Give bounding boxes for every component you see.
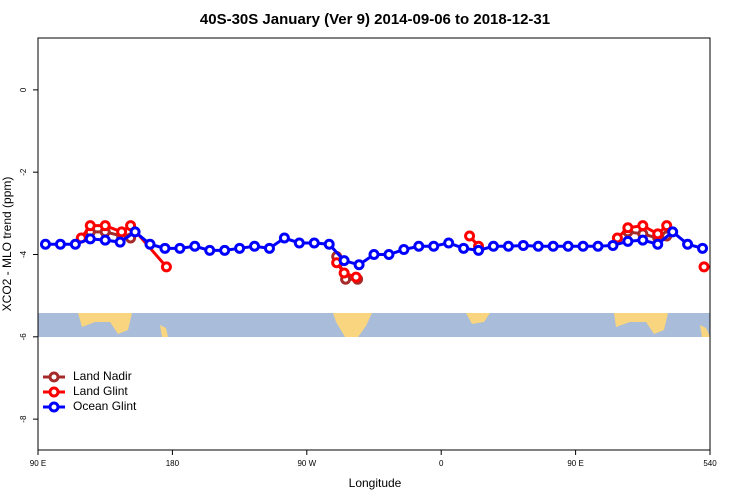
point <box>308 237 320 249</box>
x-tick-label: 180 <box>166 459 180 468</box>
x-tick-label: 90 W <box>297 459 316 468</box>
point <box>129 226 141 238</box>
point <box>99 220 111 232</box>
legend-swatch-point <box>48 386 60 398</box>
point <box>234 242 246 254</box>
x-tick-label: 0 <box>439 459 444 468</box>
point <box>114 236 126 248</box>
point <box>189 240 201 252</box>
point <box>697 242 709 254</box>
point <box>652 238 664 250</box>
point <box>622 222 634 234</box>
map-strip <box>38 313 710 337</box>
point <box>383 248 395 260</box>
point <box>473 244 485 256</box>
point <box>622 235 634 247</box>
point <box>682 238 694 250</box>
point <box>54 238 66 250</box>
point <box>502 240 514 252</box>
y-tick-label: 0 <box>19 87 28 92</box>
point <box>204 244 216 256</box>
point <box>174 242 186 254</box>
point <box>667 226 679 238</box>
plot-frame <box>37 37 711 451</box>
point <box>69 238 81 250</box>
point <box>338 267 350 279</box>
point <box>464 230 476 242</box>
point <box>338 255 350 267</box>
point <box>278 232 290 244</box>
legend-swatch-point <box>48 371 60 383</box>
point <box>39 238 51 250</box>
x-axis-label: Longitude <box>349 476 402 490</box>
x-tick-label: 90 E <box>567 459 583 468</box>
point <box>160 261 172 273</box>
point <box>487 240 499 252</box>
point <box>428 240 440 252</box>
point <box>661 220 673 232</box>
point <box>413 240 425 252</box>
x-tick-label: 90 E <box>30 459 46 468</box>
point <box>652 228 664 240</box>
legend-label: Land Glint <box>73 384 128 398</box>
point <box>116 226 128 238</box>
point <box>99 234 111 246</box>
point <box>562 240 574 252</box>
y-axis-label: XCO2 - MLO trend (ppm) <box>0 177 14 312</box>
y-tick-label: -6 <box>19 333 28 341</box>
point <box>323 238 335 250</box>
point <box>84 220 96 232</box>
legend-label: Land Nadir <box>73 369 132 383</box>
y-tick-label: -8 <box>19 415 28 423</box>
point <box>577 240 589 252</box>
point <box>249 240 261 252</box>
point <box>443 237 455 249</box>
point <box>607 239 619 251</box>
point <box>263 242 275 254</box>
point <box>144 238 156 250</box>
point <box>517 239 529 251</box>
point <box>350 271 362 283</box>
point <box>353 259 365 271</box>
y-tick-label: -2 <box>19 168 28 176</box>
point <box>611 232 623 244</box>
point <box>84 233 96 245</box>
point <box>532 240 544 252</box>
point <box>219 244 231 256</box>
point <box>398 244 410 256</box>
point <box>547 240 559 252</box>
y-tick-label: -4 <box>19 250 28 258</box>
legend-label: Ocean Glint <box>73 399 137 413</box>
point <box>698 261 710 273</box>
point <box>637 220 649 232</box>
x-tick-label: 540 <box>703 459 717 468</box>
point <box>592 240 604 252</box>
point <box>368 248 380 260</box>
point <box>458 242 470 254</box>
point <box>637 234 649 246</box>
point <box>159 242 171 254</box>
chart-title: 40S-30S January (Ver 9) 2014-09-06 to 20… <box>200 11 550 28</box>
point <box>293 237 305 249</box>
legend-swatch-point <box>48 401 60 413</box>
